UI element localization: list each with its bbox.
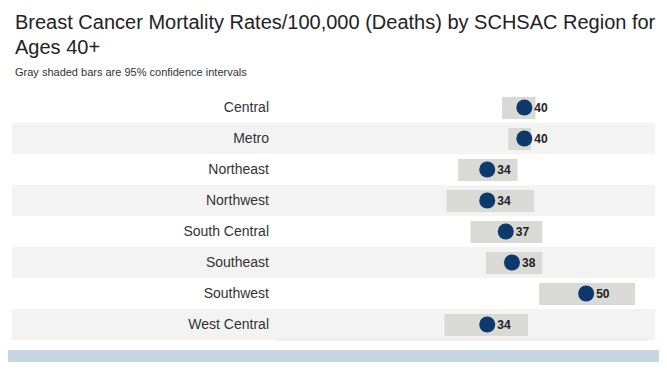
svg-text:34: 34 (497, 194, 511, 208)
svg-text:West Central: West Central (188, 316, 269, 332)
svg-text:34: 34 (497, 163, 511, 177)
svg-text:38: 38 (522, 256, 536, 270)
html-text:Breast Cancer Mortality Rates/: Breast Cancer Mortality Rates/100,000 (D… (15, 11, 656, 58)
svg-text:50: 50 (596, 287, 610, 301)
svg-text:Southeast: Southeast (206, 254, 269, 270)
svg-text:Northeast: Northeast (208, 161, 269, 177)
svg-text:40: 40 (534, 132, 548, 146)
svg-text:34: 34 (497, 318, 511, 332)
svg-text:South Central: South Central (183, 223, 269, 239)
svg-text:Northwest: Northwest (206, 192, 269, 208)
svg-text:40: 40 (534, 101, 548, 115)
svg-text:37: 37 (516, 225, 530, 239)
svg-text:Central: Central (224, 99, 269, 115)
html-text:Gray shaded bars are 95% confi: Gray shaded bars are 95% confidence inte… (15, 66, 247, 78)
svg-text:Metro: Metro (233, 130, 269, 146)
svg-text:Southwest: Southwest (204, 285, 269, 301)
